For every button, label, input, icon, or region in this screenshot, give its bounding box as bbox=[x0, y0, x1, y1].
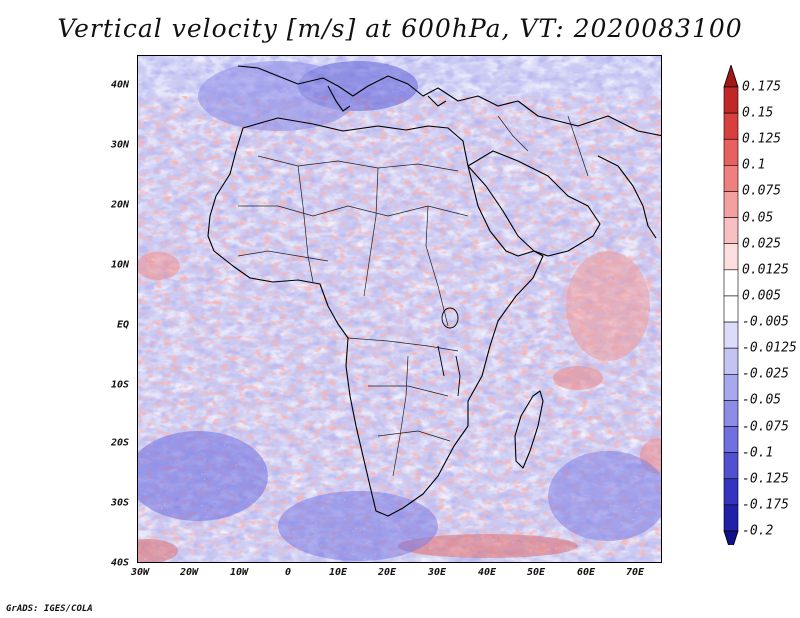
colorbar-bin bbox=[723, 138, 739, 166]
colorbar-bin bbox=[723, 321, 739, 349]
europe-coastline bbox=[237, 65, 519, 107]
colorbar-bin bbox=[723, 373, 739, 401]
colorbar-bin bbox=[723, 243, 739, 271]
italy-coastline bbox=[327, 85, 351, 112]
lon-label: 10W bbox=[229, 567, 249, 578]
lat-label: 30S bbox=[110, 497, 129, 509]
lon-label: 50E bbox=[526, 567, 546, 578]
colorbar-bin bbox=[723, 400, 739, 427]
lon-label: 20E bbox=[377, 567, 397, 578]
colorbar-label: -0.2 bbox=[742, 523, 774, 539]
lat-label: 30N bbox=[110, 139, 129, 151]
india-coastline bbox=[597, 155, 657, 239]
country-borders bbox=[237, 115, 589, 477]
colorbar-label: 0.1 bbox=[742, 157, 766, 173]
colorbar-bin bbox=[723, 347, 739, 375]
colorbar-bin bbox=[723, 504, 739, 532]
colorbar-max-arrow bbox=[723, 65, 739, 88]
colorbar-label: -0.1 bbox=[742, 445, 774, 461]
colorbar-bin bbox=[723, 295, 739, 323]
colorbar-label: -0.175 bbox=[742, 497, 789, 513]
lakes bbox=[437, 307, 461, 397]
colorbar-label: -0.005 bbox=[742, 314, 789, 330]
colorbar-label: 0.025 bbox=[742, 236, 782, 252]
lat-label: 20S bbox=[110, 437, 129, 449]
colorbar-label: 0.175 bbox=[742, 79, 782, 95]
colorbar-bin bbox=[723, 217, 739, 245]
map-title: Vertical velocity [m/s] at 600hPa, VT: 2… bbox=[57, 14, 743, 43]
arabia-coastline bbox=[467, 150, 601, 257]
colorbar-label: 0.05 bbox=[742, 210, 774, 226]
colorbar-label: -0.05 bbox=[742, 392, 782, 408]
credit-text: GrADS: IGES/COLA bbox=[6, 604, 93, 614]
colorbar-label: -0.0125 bbox=[742, 340, 797, 356]
lon-label: 40E bbox=[477, 567, 497, 578]
map-panel bbox=[137, 55, 662, 563]
colorbar-bin bbox=[723, 165, 739, 192]
colorbar-label: 0.0125 bbox=[742, 262, 789, 278]
lat-label: 10S bbox=[110, 379, 129, 391]
colorbar-bin bbox=[723, 452, 739, 480]
lat-label: EQ bbox=[116, 319, 129, 331]
colorbar-label: -0.125 bbox=[742, 471, 789, 487]
colorbar-label: 0.005 bbox=[742, 288, 782, 304]
colorbar-bin bbox=[723, 478, 739, 506]
lat-label: 40S bbox=[110, 557, 129, 569]
field-fine-texture bbox=[138, 56, 661, 562]
colorbar-min-arrow bbox=[723, 530, 739, 545]
greece-coastline bbox=[427, 95, 447, 107]
lon-label: 20W bbox=[179, 567, 199, 578]
lon-label: 30W bbox=[130, 567, 150, 578]
lat-label: 10N bbox=[110, 259, 129, 271]
colorbar-bin bbox=[723, 86, 739, 114]
colorbar-label: 0.075 bbox=[742, 183, 782, 199]
colorbar-label: 0.125 bbox=[742, 131, 782, 147]
lon-label: 60E bbox=[576, 567, 596, 578]
lon-label: 30E bbox=[427, 567, 447, 578]
colorbar bbox=[723, 65, 739, 545]
lon-label: 70E bbox=[625, 567, 645, 578]
madagascar-coastline bbox=[514, 390, 544, 469]
colorbar-label: -0.025 bbox=[742, 366, 789, 382]
colorbar-label: 0.15 bbox=[742, 105, 774, 121]
lat-label: 40N bbox=[110, 79, 129, 91]
colorbar-bin bbox=[723, 269, 739, 297]
colorbar-label: -0.075 bbox=[742, 419, 789, 435]
colorbar-bin bbox=[723, 112, 739, 140]
asia-coastline bbox=[517, 100, 661, 137]
lon-label: 0 bbox=[284, 567, 292, 578]
colorbar-bin bbox=[723, 191, 739, 218]
lat-label: 20N bbox=[110, 199, 129, 211]
lon-label: 10E bbox=[328, 567, 348, 578]
africa-coastline bbox=[207, 117, 544, 517]
velocity-field bbox=[138, 56, 661, 562]
colorbar-bin bbox=[723, 426, 739, 453]
coastlines bbox=[207, 65, 661, 517]
